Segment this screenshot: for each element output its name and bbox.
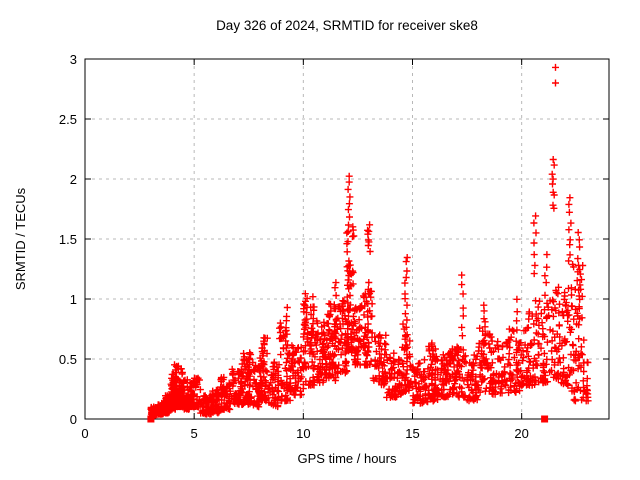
x-tick-label: 20 [514,426,528,441]
data-points [147,63,592,423]
y-tick-label: 0.5 [59,352,77,367]
axis-tick-labels: 0 5 10 15 20 0 0.5 1 1.5 2 2.5 3 [59,52,529,441]
chart-title: Day 326 of 2024, SRMTID for receiver ske… [216,18,478,33]
y-tick-label: 2.5 [59,112,77,127]
y-tick-label: 3 [70,52,77,67]
x-tick-label: 5 [191,426,198,441]
x-axis-label: GPS time / hours [298,451,397,466]
x-tick-label: 0 [81,426,88,441]
srmtid-plus-markers [147,63,592,419]
y-tick-label: 1 [70,292,77,307]
x-tick-label: 10 [296,426,310,441]
y-tick-label: 1.5 [59,232,77,247]
zero-flag-square-marker [541,415,549,423]
y-tick-label: 0 [70,412,77,427]
y-tick-label: 2 [70,172,77,187]
x-tick-label: 15 [405,426,419,441]
y-axis-label: SRMTID / TECUs [13,187,28,290]
zero-flag-square-marker [147,415,155,423]
axis-ticks [84,58,609,420]
